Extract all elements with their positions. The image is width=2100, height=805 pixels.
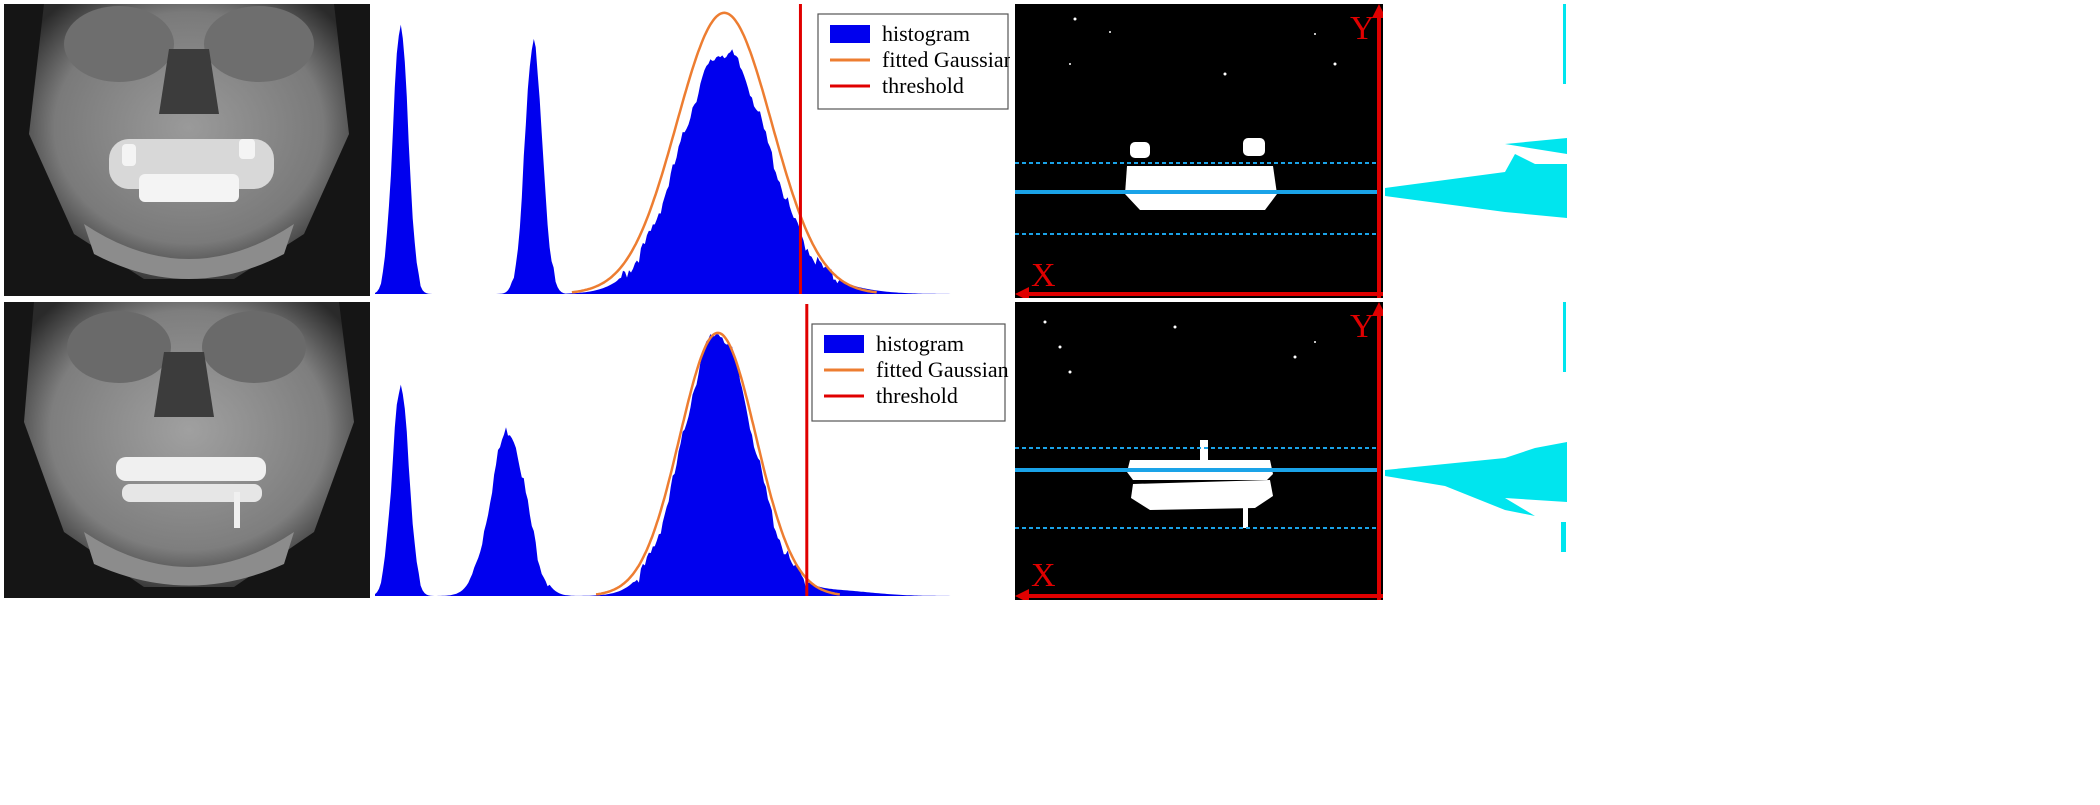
y-axis-label: Y (1350, 308, 1375, 345)
y-axis-arrow (1372, 302, 1383, 316)
y-axis-label: Y (1350, 10, 1375, 47)
histogram-area (375, 24, 1010, 294)
projection-profile-bottom (1385, 302, 2100, 600)
legend-label-histogram: histogram (876, 331, 964, 356)
x-axis-arrow (1015, 287, 1029, 298)
gaussian-curve (571, 11, 877, 294)
histogram-chart-bottom: histogram fitted Gaussian threshold (375, 304, 1010, 600)
legend-label-threshold: threshold (882, 73, 964, 98)
y-axis-arrow (1372, 4, 1383, 18)
x-axis-arrow (1015, 589, 1029, 600)
histogram-chart-top: histogram fitted Gaussian threshold (375, 4, 1010, 298)
binary-mask-bottom: Y X (1015, 302, 1383, 600)
legend-label-fitted: fitted Gaussian (882, 47, 1010, 72)
xray-image-top (4, 4, 370, 296)
legend-label-fitted: fitted Gaussian (876, 357, 1009, 382)
gaussian-curve (595, 331, 840, 596)
xray-image-bottom (4, 302, 370, 598)
legend-swatch-histogram (824, 335, 864, 353)
legend-swatch-histogram (830, 25, 870, 43)
histogram-area (375, 334, 1010, 596)
teeth-mask-top (1069, 17, 1337, 210)
legend-label-histogram: histogram (882, 21, 970, 46)
x-axis-label: X (1031, 557, 1056, 594)
x-axis-label: X (1031, 257, 1056, 294)
binary-mask-top: Y X (1015, 4, 1383, 298)
projection-profile-top (1385, 4, 2100, 298)
legend-label-threshold: threshold (876, 383, 958, 408)
